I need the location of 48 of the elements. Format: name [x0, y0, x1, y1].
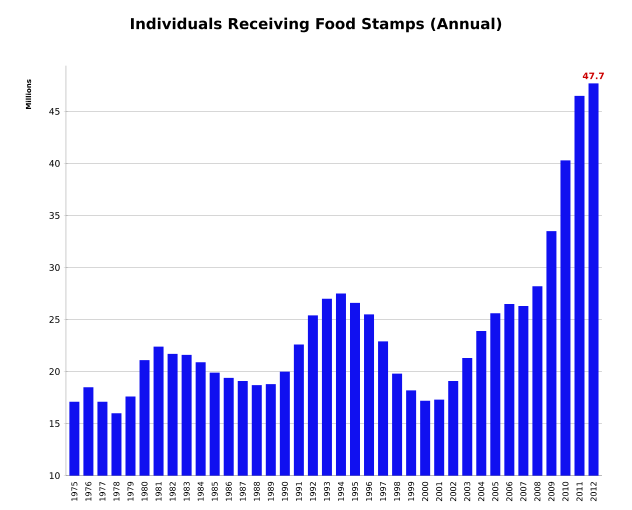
x-tick-label: 2009: [548, 482, 554, 502]
x-tick-label: 1980: [141, 482, 148, 501]
x-tick-label: 1988: [254, 482, 260, 501]
y-tick-label: 45: [49, 108, 60, 115]
x-tick-label: 2006: [506, 482, 512, 502]
x-tick-label: 1983: [184, 482, 190, 501]
x-tick-label: 2012: [590, 482, 597, 502]
x-tick-label: 2011: [576, 482, 583, 502]
x-tick-label: 2005: [492, 482, 498, 502]
x-tick-label: 1991: [296, 482, 302, 501]
x-tick-label: 1979: [127, 482, 134, 501]
x-tick-label: 1984: [198, 482, 204, 501]
x-tick-label: 1975: [71, 482, 78, 501]
x-tick-label: 1999: [408, 482, 414, 501]
x-tick-label: 2000: [422, 482, 428, 502]
data-label: 47.7: [582, 72, 604, 80]
x-tick-label: 2004: [478, 482, 484, 502]
x-tick-label: 1998: [394, 482, 400, 501]
x-tick-label: 1995: [352, 482, 358, 501]
chart-title: Individuals Receiving Food Stamps (Annual): [130, 18, 502, 32]
x-tick-label: 1993: [324, 482, 330, 501]
x-tick-label: 1982: [170, 482, 176, 501]
x-tick-label: 1985: [212, 482, 218, 501]
y-tick-label: 30: [50, 264, 60, 271]
y-tick-label: 40: [49, 160, 60, 167]
x-tick-label: 1976: [85, 482, 92, 501]
x-tick-label: 2001: [436, 482, 442, 502]
x-tick-label: 1997: [380, 482, 386, 501]
x-tick-label: 1989: [268, 482, 274, 501]
y-tick-label: 25: [49, 316, 60, 323]
x-tick-label: 1987: [240, 482, 246, 501]
y-tick-label: 15: [50, 420, 60, 427]
y-tick-label: 10: [50, 472, 60, 480]
y-tick-label: 20: [49, 368, 60, 375]
x-tick-label: 1994: [338, 482, 344, 501]
x-tick-label: 1981: [156, 482, 162, 501]
x-tick-label: 1992: [310, 482, 316, 501]
x-tick-label: 2002: [450, 482, 456, 502]
x-tick-label: 2007: [520, 482, 526, 502]
x-tick-label: 1978: [113, 482, 120, 501]
y-tick-label: 35: [50, 212, 60, 219]
x-tick-label: 1986: [226, 482, 232, 501]
x-tick-label: 2003: [464, 482, 470, 502]
x-tick-label: 2008: [534, 482, 540, 502]
x-tick-label: 2010: [562, 482, 568, 502]
x-tick-label: 1977: [99, 482, 106, 501]
x-tick-label: 1996: [366, 482, 372, 501]
x-tick-label: 1990: [282, 482, 288, 501]
